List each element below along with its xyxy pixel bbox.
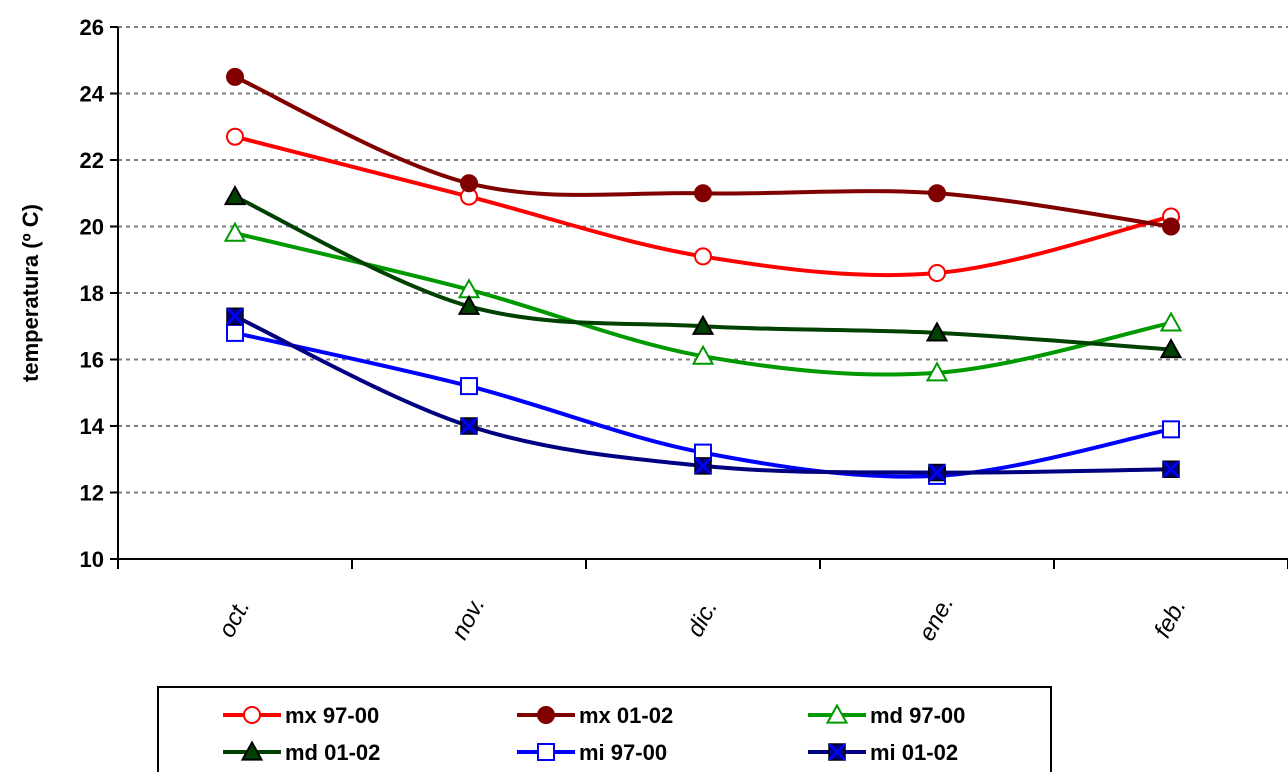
y-axis-label: temperatura (º C) bbox=[18, 204, 43, 382]
data-point bbox=[694, 247, 712, 266]
data-point bbox=[460, 174, 478, 193]
legend-item: md 01-02 bbox=[223, 740, 380, 765]
legend-label: mi 97-00 bbox=[579, 740, 667, 765]
y-tick-label: 16 bbox=[80, 348, 104, 373]
legend-label: md 97-00 bbox=[870, 703, 965, 728]
legend-marker bbox=[243, 706, 261, 724]
legend-marker bbox=[537, 706, 555, 724]
data-point bbox=[460, 417, 478, 435]
legend-item: mi 01-02 bbox=[808, 740, 958, 765]
series-mx-01-02 bbox=[226, 67, 1180, 236]
data-point bbox=[691, 314, 715, 335]
legend-item: mx 01-02 bbox=[517, 703, 673, 728]
legend: mx 97-00 mx 01-02 md 97-00 md 01-02 mi 97-00… bbox=[157, 686, 1052, 772]
data-point bbox=[226, 307, 244, 326]
data-point bbox=[226, 67, 244, 86]
data-point bbox=[694, 457, 712, 475]
legend-marker bbox=[828, 743, 846, 761]
axes bbox=[110, 26, 1288, 569]
legend-label: mx 97-00 bbox=[285, 703, 379, 728]
series-group bbox=[223, 67, 1183, 485]
x-tick-label: ene. bbox=[913, 592, 959, 646]
data-point bbox=[694, 184, 712, 203]
legend-label: md 01-02 bbox=[285, 740, 380, 765]
legend-item: mi 97-00 bbox=[517, 740, 667, 765]
data-point bbox=[928, 264, 946, 283]
y-tick-label: 20 bbox=[80, 215, 104, 240]
data-point bbox=[1159, 337, 1183, 359]
legend-item: mx 97-00 bbox=[223, 703, 379, 728]
data-point bbox=[1162, 217, 1180, 236]
series-mi-01-02 bbox=[226, 307, 1180, 482]
legend-label: mi 01-02 bbox=[870, 740, 958, 765]
data-point bbox=[691, 344, 715, 365]
gridlines bbox=[118, 26, 1288, 494]
data-point bbox=[1162, 420, 1180, 439]
data-point bbox=[460, 377, 478, 396]
y-tick-label: 18 bbox=[80, 281, 104, 306]
x-tick-label: dic. bbox=[682, 596, 723, 642]
series-line bbox=[234, 75, 1172, 229]
data-point bbox=[928, 463, 946, 482]
marker-cross bbox=[226, 307, 244, 326]
legend-marker bbox=[240, 740, 264, 761]
series-mx-97-00 bbox=[226, 127, 1180, 283]
data-point bbox=[928, 184, 946, 203]
series-md-01-02 bbox=[223, 185, 1183, 359]
legend-label: mx 01-02 bbox=[579, 703, 673, 728]
series-md-97-00 bbox=[223, 221, 1183, 382]
legend-box bbox=[157, 686, 1052, 772]
data-point bbox=[226, 323, 244, 342]
marker-cross bbox=[928, 463, 946, 482]
legend-item: md 97-00 bbox=[808, 703, 965, 728]
data-point bbox=[925, 361, 949, 382]
y-tick-label: 14 bbox=[80, 414, 105, 439]
y-tick-label: 24 bbox=[80, 82, 105, 107]
x-tick-label: oct. bbox=[213, 595, 255, 642]
marker-cross bbox=[694, 457, 712, 475]
data-point bbox=[457, 294, 481, 315]
x-tick-label: feb. bbox=[1149, 594, 1192, 642]
x-tick-label: nov. bbox=[446, 593, 490, 644]
legend-marker bbox=[825, 703, 849, 724]
data-point bbox=[223, 185, 247, 206]
legend-marker bbox=[537, 743, 555, 761]
data-point bbox=[925, 321, 949, 342]
y-tick-label: 26 bbox=[80, 15, 104, 40]
marker-cross bbox=[460, 417, 478, 435]
marker-cross bbox=[828, 743, 846, 761]
data-point bbox=[226, 127, 244, 146]
y-tick-labels: 10 12 14 16 18 20 22 24 26 bbox=[80, 15, 105, 572]
x-tick-labels: oct. nov. dic. ene. feb. bbox=[213, 592, 1191, 646]
y-tick-label: 10 bbox=[80, 547, 104, 572]
data-point bbox=[223, 221, 247, 242]
y-tick-label: 22 bbox=[80, 148, 104, 173]
y-tick-label: 12 bbox=[80, 481, 104, 506]
marker-cross bbox=[1162, 460, 1180, 479]
data-point bbox=[1159, 311, 1183, 332]
data-point bbox=[1162, 460, 1180, 479]
